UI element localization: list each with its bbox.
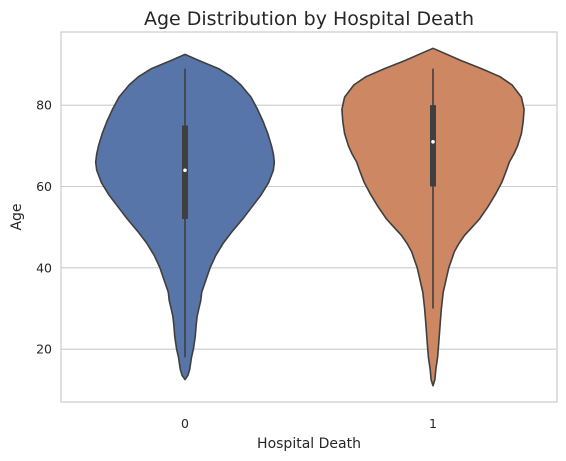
y-tick-label: 40 — [36, 260, 52, 275]
x-tick-label: 1 — [429, 416, 437, 431]
x-tick-label: 0 — [181, 416, 189, 431]
y-tick-label: 60 — [36, 179, 52, 194]
y-tick-label: 20 — [36, 342, 52, 357]
y-tick-labels: 20 40 60 80 — [36, 98, 52, 357]
y-axis-label: Age — [9, 203, 25, 230]
violin-median-1 — [431, 139, 435, 144]
y-tick-label: 80 — [36, 98, 52, 113]
violins — [94, 47, 525, 387]
x-axis-label: Hospital Death — [257, 436, 361, 452]
chart-title: Age Distribution by Hospital Death — [144, 8, 474, 30]
violin-median-0 — [183, 168, 187, 173]
